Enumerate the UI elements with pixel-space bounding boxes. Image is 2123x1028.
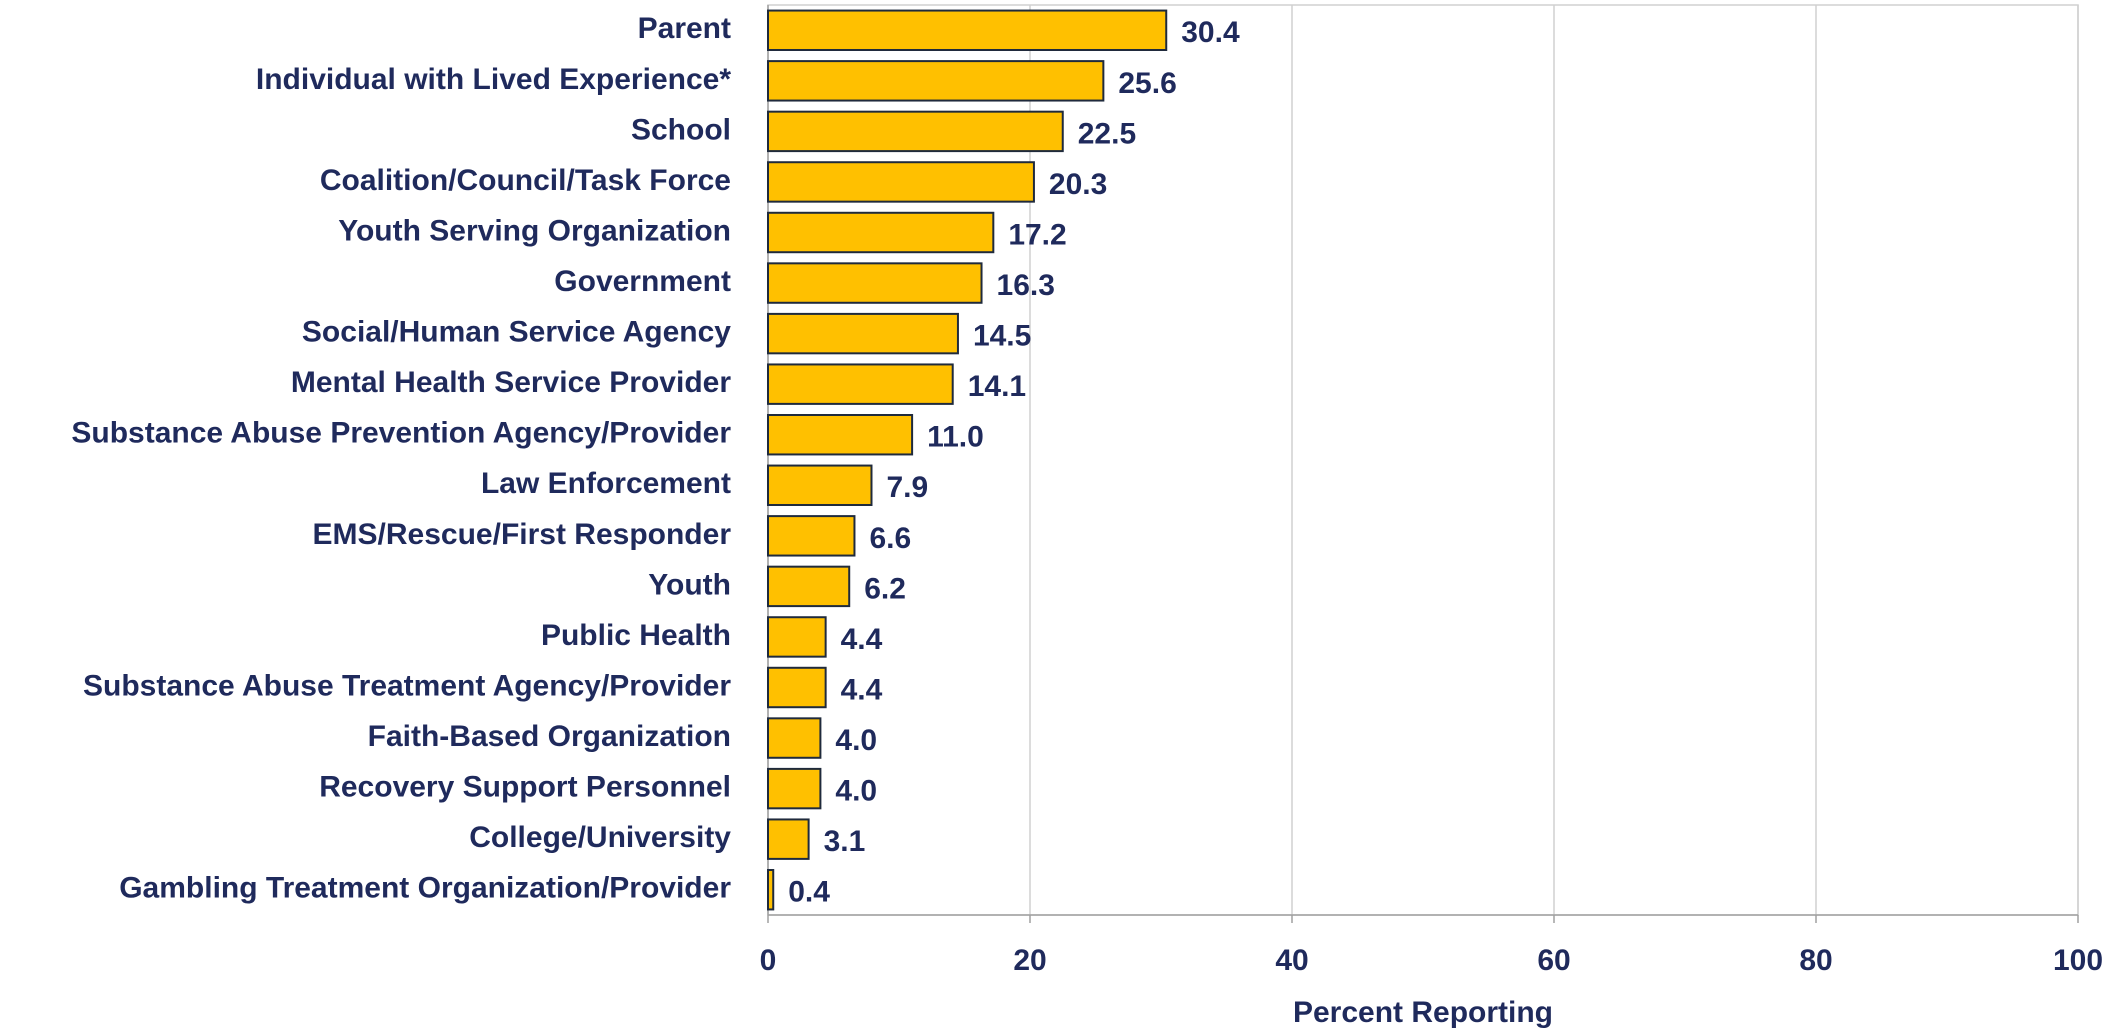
bar xyxy=(767,515,856,557)
y-tick-label: School xyxy=(631,113,731,146)
y-tick-label: Law Enforcement xyxy=(481,467,731,500)
data-label: 0.4 xyxy=(788,876,830,909)
data-label: 30.4 xyxy=(1181,16,1240,49)
y-tick-label: College/University xyxy=(469,821,731,854)
y-tick-label: Coalition/Council/Task Force xyxy=(320,164,731,197)
y-tick-label: Individual with Lived Experience* xyxy=(256,63,731,96)
bar xyxy=(767,869,775,911)
x-axis-title: Percent Reporting xyxy=(1293,996,1553,1028)
y-tick-label: Youth xyxy=(648,568,731,601)
data-label: 20.3 xyxy=(1049,168,1107,201)
bar xyxy=(767,818,810,860)
bar xyxy=(767,110,1064,153)
data-label: 4.0 xyxy=(835,775,877,808)
bar xyxy=(767,565,851,608)
data-label: 22.5 xyxy=(1078,117,1136,150)
data-label: 6.2 xyxy=(864,572,906,605)
data-label: 4.4 xyxy=(841,623,883,656)
data-label: 14.5 xyxy=(973,320,1031,353)
x-tick-label: 100 xyxy=(2053,944,2103,977)
data-label: 25.6 xyxy=(1118,67,1176,100)
data-label: 7.9 xyxy=(886,471,928,504)
y-tick-label: Substance Abuse Prevention Agency/Provid… xyxy=(71,417,731,450)
data-label: 17.2 xyxy=(1008,218,1066,251)
bar xyxy=(767,717,822,759)
data-label: 4.4 xyxy=(841,673,883,706)
y-tick-label: Social/Human Service Agency xyxy=(302,316,731,349)
bar xyxy=(767,464,873,506)
data-label: 16.3 xyxy=(997,269,1055,302)
y-tick-label: Youth Serving Organization xyxy=(338,214,731,247)
y-tick-label: Gambling Treatment Organization/Provider xyxy=(119,872,731,905)
y-tick-label: Substance Abuse Treatment Agency/Provide… xyxy=(83,669,731,702)
bar xyxy=(767,262,983,304)
data-label: 4.0 xyxy=(835,724,877,757)
x-tick-label: 0 xyxy=(760,944,777,977)
data-label: 14.1 xyxy=(968,370,1026,403)
bar xyxy=(767,9,1168,51)
bar xyxy=(767,211,995,254)
x-tick-label: 40 xyxy=(1275,944,1308,977)
x-tick-label: 80 xyxy=(1799,944,1832,977)
y-tick-label: Faith-Based Organization xyxy=(368,720,731,753)
bar xyxy=(767,161,1035,203)
y-tick-label: Parent xyxy=(638,12,731,45)
bar xyxy=(767,363,954,405)
data-label: 3.1 xyxy=(824,825,866,858)
y-tick-label: Mental Health Service Provider xyxy=(291,366,731,399)
y-tick-label: Government xyxy=(554,265,731,298)
data-label: 11.0 xyxy=(927,421,984,454)
bar xyxy=(767,666,827,709)
bar xyxy=(767,60,1105,102)
y-tick-label: Public Health xyxy=(541,619,731,652)
data-label: 6.6 xyxy=(869,522,911,555)
bar xyxy=(767,312,959,355)
y-tick-label: Recovery Support Personnel xyxy=(319,771,731,804)
bar xyxy=(767,616,827,658)
y-tick-label: EMS/Rescue/First Responder xyxy=(313,518,732,551)
x-tick-label: 60 xyxy=(1537,944,1570,977)
x-tick-label: 20 xyxy=(1013,944,1046,977)
bar xyxy=(767,767,822,810)
bar xyxy=(767,414,914,456)
